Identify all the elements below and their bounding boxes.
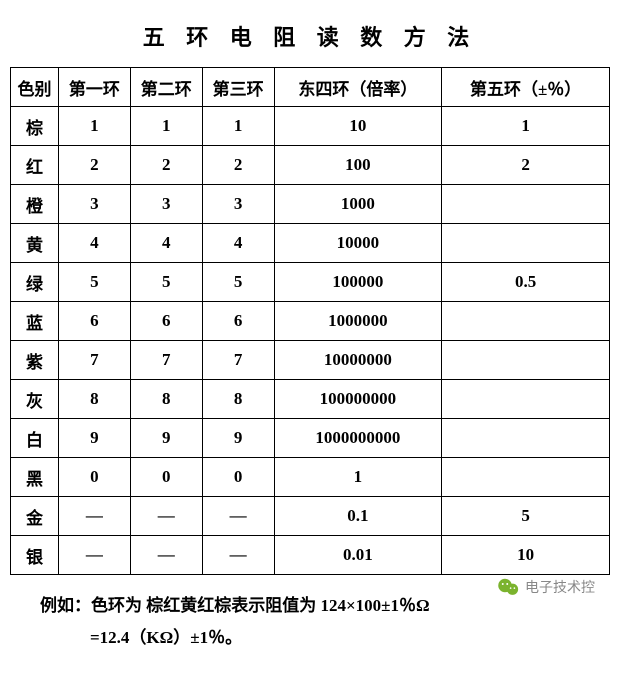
- cell: 白: [11, 419, 59, 458]
- example-footer: 例如：色环为 棕红黄红棕表示阻值为 124×100±1％Ω =12.4（KΩ）±…: [10, 590, 610, 655]
- cell: [442, 380, 610, 419]
- cell: 7: [58, 341, 130, 380]
- cell: 9: [130, 419, 202, 458]
- cell: 紫: [11, 341, 59, 380]
- cell: 9: [58, 419, 130, 458]
- cell: 1: [442, 107, 610, 146]
- cell: 5: [202, 263, 274, 302]
- cell: 6: [130, 302, 202, 341]
- cell: 2: [58, 146, 130, 185]
- cell: 10: [442, 536, 610, 575]
- col-header: 第一环: [58, 68, 130, 107]
- table-row: 棕111101: [11, 107, 610, 146]
- cell: 金: [11, 497, 59, 536]
- cell: 100000000: [274, 380, 442, 419]
- col-header: 第二环: [130, 68, 202, 107]
- wechat-icon: [497, 578, 519, 596]
- table-row: 黄44410000: [11, 224, 610, 263]
- cell: 1: [58, 107, 130, 146]
- cell: [442, 224, 610, 263]
- cell: 10: [274, 107, 442, 146]
- cell: 10000000: [274, 341, 442, 380]
- cell: 5: [442, 497, 610, 536]
- resistor-table: 色别 第一环 第二环 第三环 东四环（倍率） 第五环（±％） 棕111101红2…: [10, 67, 610, 575]
- cell: [442, 185, 610, 224]
- cell: 0.01: [274, 536, 442, 575]
- cell: 黑: [11, 458, 59, 497]
- cell: 3: [202, 185, 274, 224]
- cell: 1: [130, 107, 202, 146]
- cell: 4: [130, 224, 202, 263]
- cell: [442, 302, 610, 341]
- cell: 5: [130, 263, 202, 302]
- cell: [442, 341, 610, 380]
- attribution: 电子技术控: [497, 577, 595, 597]
- attribution-text: 电子技术控: [525, 577, 595, 597]
- cell: 8: [58, 380, 130, 419]
- cell: 2: [442, 146, 610, 185]
- cell: 4: [58, 224, 130, 263]
- cell: 9: [202, 419, 274, 458]
- table-row: 蓝6661000000: [11, 302, 610, 341]
- cell: —: [58, 497, 130, 536]
- cell: 3: [58, 185, 130, 224]
- cell: —: [130, 497, 202, 536]
- cell: —: [58, 536, 130, 575]
- cell: —: [202, 497, 274, 536]
- cell: 1000000000: [274, 419, 442, 458]
- cell: 4: [202, 224, 274, 263]
- cell: 8: [202, 380, 274, 419]
- table-row: 金———0.15: [11, 497, 610, 536]
- table-row: 银———0.0110: [11, 536, 610, 575]
- table-row: 白9991000000000: [11, 419, 610, 458]
- page-title: 五 环 电 阻 读 数 方 法: [10, 20, 610, 52]
- col-header: 第三环: [202, 68, 274, 107]
- table-row: 红2221002: [11, 146, 610, 185]
- table-header-row: 色别 第一环 第二环 第三环 东四环（倍率） 第五环（±％）: [11, 68, 610, 107]
- footer-line-2: =12.4（KΩ）±1％。: [40, 622, 610, 654]
- cell: —: [202, 536, 274, 575]
- cell: 1: [274, 458, 442, 497]
- cell: 1000000: [274, 302, 442, 341]
- cell: 绿: [11, 263, 59, 302]
- cell: 0: [130, 458, 202, 497]
- col-header: 第五环（±％）: [442, 68, 610, 107]
- cell: 7: [202, 341, 274, 380]
- table-row: 橙3331000: [11, 185, 610, 224]
- cell: 2: [202, 146, 274, 185]
- cell: 银: [11, 536, 59, 575]
- col-header: 东四环（倍率）: [274, 68, 442, 107]
- col-header: 色别: [11, 68, 59, 107]
- cell: 1000: [274, 185, 442, 224]
- cell: 8: [130, 380, 202, 419]
- cell: 红: [11, 146, 59, 185]
- cell: 10000: [274, 224, 442, 263]
- cell: 5: [58, 263, 130, 302]
- cell: [442, 419, 610, 458]
- cell: 棕: [11, 107, 59, 146]
- cell: [442, 458, 610, 497]
- cell: 7: [130, 341, 202, 380]
- cell: 6: [202, 302, 274, 341]
- cell: 2: [130, 146, 202, 185]
- cell: 3: [130, 185, 202, 224]
- table-body: 棕111101红2221002橙3331000黄44410000绿5551000…: [11, 107, 610, 575]
- table-row: 黑0001: [11, 458, 610, 497]
- table-row: 灰888100000000: [11, 380, 610, 419]
- cell: 橙: [11, 185, 59, 224]
- cell: 蓝: [11, 302, 59, 341]
- table-row: 绿5551000000.5: [11, 263, 610, 302]
- cell: —: [130, 536, 202, 575]
- cell: 0.1: [274, 497, 442, 536]
- table-row: 紫77710000000: [11, 341, 610, 380]
- cell: 0: [58, 458, 130, 497]
- cell: 灰: [11, 380, 59, 419]
- cell: 100000: [274, 263, 442, 302]
- cell: 黄: [11, 224, 59, 263]
- cell: 0.5: [442, 263, 610, 302]
- cell: 6: [58, 302, 130, 341]
- cell: 100: [274, 146, 442, 185]
- cell: 1: [202, 107, 274, 146]
- cell: 0: [202, 458, 274, 497]
